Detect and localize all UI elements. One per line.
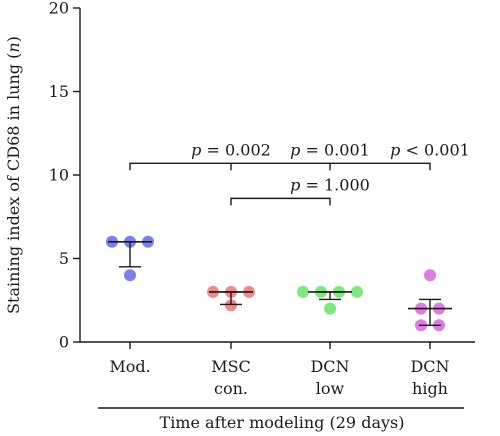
data-point — [324, 302, 336, 315]
data-point — [124, 269, 136, 282]
p-value-label: p = 1.000 — [290, 175, 370, 194]
p-value-label: p < 0.001 — [390, 140, 470, 159]
p-symbol: p — [290, 175, 300, 194]
p-symbol: p — [290, 140, 300, 159]
p-value-label: p = 0.002 — [191, 140, 271, 159]
comparison-bracket — [230, 197, 331, 206]
category-label: DCN — [310, 357, 349, 376]
data-point — [424, 269, 436, 282]
y-axis-title-prefix: Staining index of CD68 in lung ( — [4, 53, 23, 314]
p-value: = 0.002 — [201, 140, 270, 159]
comparison-bracket — [129, 162, 431, 171]
y-tick-label: 15 — [49, 82, 69, 101]
y-tick-label: 20 — [49, 0, 69, 18]
category-label: low — [316, 379, 345, 398]
y-axis-title-italic: n — [4, 42, 23, 52]
data-point — [297, 285, 309, 298]
axes: 0 5 10 15 20 Staining index of CD68 in lung (… — [4, 0, 475, 352]
data-marks — [106, 235, 452, 332]
labels: Mod. MSC con. DCN low DCN high Time after model… — [98, 357, 464, 432]
y-axis-title-suffix: ) — [4, 36, 23, 42]
p-value-label: p = 0.001 — [290, 140, 370, 159]
data-point — [351, 285, 363, 298]
data-point — [225, 299, 237, 312]
category-label: con. — [214, 379, 248, 398]
p-symbol: p — [390, 140, 400, 159]
category-label: DCN — [410, 357, 449, 376]
p-symbol: p — [191, 140, 201, 159]
category-label: Mod. — [109, 357, 150, 376]
category-label: high — [412, 379, 448, 398]
x-axis-title: Time after modeling (29 days) — [160, 413, 405, 432]
y-axis-title: Staining index of CD68 in lung (n) — [4, 36, 23, 314]
y-tick-label: 10 — [49, 166, 69, 185]
y-tick-label: 5 — [59, 249, 69, 268]
p-value: < 0.001 — [400, 140, 469, 159]
p-value: = 1.000 — [300, 175, 369, 194]
category-label: MSC — [211, 357, 251, 376]
p-value: = 0.001 — [300, 140, 369, 159]
y-tick-label: 0 — [59, 333, 69, 352]
